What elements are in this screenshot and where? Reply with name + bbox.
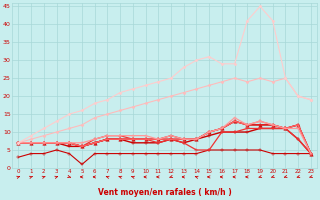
X-axis label: Vent moyen/en rafales ( km/h ): Vent moyen/en rafales ( km/h ) — [98, 188, 231, 197]
